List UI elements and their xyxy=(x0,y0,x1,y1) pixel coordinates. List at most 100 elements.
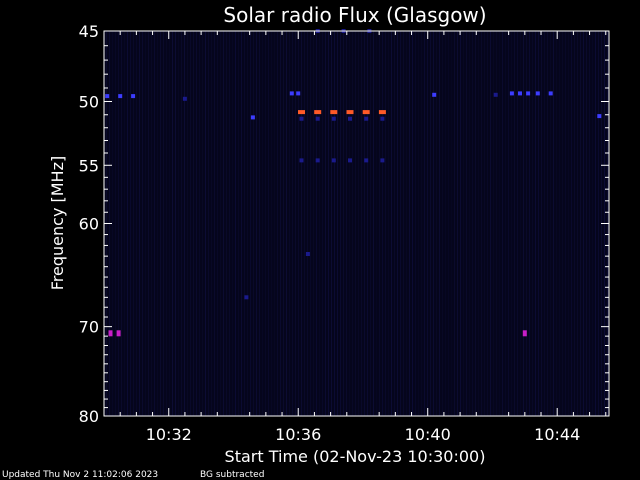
emission-point xyxy=(298,110,305,115)
noise-streak xyxy=(160,31,161,416)
noise-streak xyxy=(241,31,242,416)
noise-streak xyxy=(250,31,251,416)
noise-streak xyxy=(229,31,230,416)
emission-point xyxy=(362,110,370,115)
noise-streak xyxy=(256,31,257,416)
noise-streak xyxy=(169,31,170,416)
noise-streak xyxy=(487,31,488,416)
noise-streak xyxy=(541,31,542,416)
noise-streak xyxy=(379,31,380,416)
noise-streak xyxy=(553,31,554,416)
y-tick-label: 50 xyxy=(79,93,99,112)
noise-streak xyxy=(424,31,425,416)
noise-streak xyxy=(208,31,209,416)
noise-streak xyxy=(391,31,392,416)
noise-streak xyxy=(457,31,458,416)
noise-streak xyxy=(133,31,134,416)
emission-point xyxy=(330,110,338,115)
emission-point xyxy=(108,330,113,337)
noise-streak xyxy=(367,31,368,416)
noise-streak xyxy=(295,31,296,416)
emission-point xyxy=(289,91,294,96)
noise-streak xyxy=(319,31,320,416)
noise-streak xyxy=(352,31,353,416)
emission-point xyxy=(244,295,249,300)
noise-streak xyxy=(355,31,356,416)
noise-streak xyxy=(124,31,125,416)
noise-streak xyxy=(388,31,389,416)
noise-streak xyxy=(517,31,518,416)
noise-streak xyxy=(175,31,176,416)
footer-bg-note: BG subtracted xyxy=(200,470,264,480)
emission-point xyxy=(378,110,386,115)
noise-streak xyxy=(337,31,338,416)
noise-streak xyxy=(433,31,434,416)
emission-point xyxy=(597,114,602,119)
noise-streak xyxy=(385,31,386,416)
noise-streak xyxy=(127,31,128,416)
emission-point xyxy=(364,158,369,163)
noise-streak xyxy=(223,31,224,416)
noise-streak xyxy=(238,31,239,416)
noise-streak xyxy=(157,31,158,416)
chart-title: Solar radio Flux (Glasgow) xyxy=(223,3,486,27)
x-axis-label: Start Time (02-Nov-23 10:30:00) xyxy=(225,447,486,466)
noise-streak xyxy=(412,31,413,416)
y-tick-label: 80 xyxy=(79,407,99,426)
noise-streak xyxy=(598,31,599,416)
noise-streak xyxy=(301,31,302,416)
emission-point xyxy=(548,91,553,96)
emission-point xyxy=(296,91,301,96)
emissions-layer xyxy=(105,29,602,337)
noise-streak xyxy=(154,31,155,416)
noise-streak xyxy=(472,31,473,416)
emission-point xyxy=(331,158,336,163)
noise-streak xyxy=(490,31,491,416)
noise-streak xyxy=(550,31,551,416)
noise-streak xyxy=(172,31,173,416)
plot-area xyxy=(104,31,609,416)
noise-streak xyxy=(403,31,404,416)
emission-point xyxy=(118,94,123,99)
emission-point xyxy=(526,91,531,96)
noise-streak xyxy=(115,31,116,416)
emission-point xyxy=(518,91,522,96)
noise-streak xyxy=(151,31,152,416)
noise-streak xyxy=(538,31,539,416)
noise-streak xyxy=(505,31,506,416)
x-axis-ticks: 10:32 10:36 10:40 10:44 xyxy=(119,31,607,444)
noise-streak xyxy=(310,31,311,416)
noise-streak xyxy=(478,31,479,416)
noise-streak xyxy=(526,31,527,416)
noise-streak xyxy=(262,31,263,416)
noise-streak xyxy=(409,31,410,416)
emission-point xyxy=(380,158,385,163)
noise-streak xyxy=(364,31,365,416)
noise-streak xyxy=(286,31,287,416)
noise-streak xyxy=(247,31,248,416)
emission-point xyxy=(509,91,514,96)
emission-point xyxy=(315,158,320,163)
noise-streak xyxy=(502,31,503,416)
noise-streak xyxy=(253,31,254,416)
noise-streak xyxy=(595,31,596,416)
x-tick-label: 10:44 xyxy=(534,425,580,444)
noise-streak xyxy=(475,31,476,416)
noise-streak xyxy=(277,31,278,416)
noise-streak xyxy=(349,31,350,416)
noise-streak xyxy=(508,31,509,416)
x-tick-label: 10:32 xyxy=(146,425,192,444)
noise-streak xyxy=(196,31,197,416)
noise-streak xyxy=(304,31,305,416)
noise-streak xyxy=(445,31,446,416)
noise-streak xyxy=(283,31,284,416)
noise-streak xyxy=(142,31,143,416)
noise-streak xyxy=(316,31,317,416)
noise-streak xyxy=(193,31,194,416)
noise-streak xyxy=(145,31,146,416)
y-tick-label: 55 xyxy=(79,156,99,175)
noise-streak xyxy=(139,31,140,416)
noise-streak xyxy=(496,31,497,416)
noise-streak xyxy=(436,31,437,416)
noise-streak xyxy=(592,31,593,416)
